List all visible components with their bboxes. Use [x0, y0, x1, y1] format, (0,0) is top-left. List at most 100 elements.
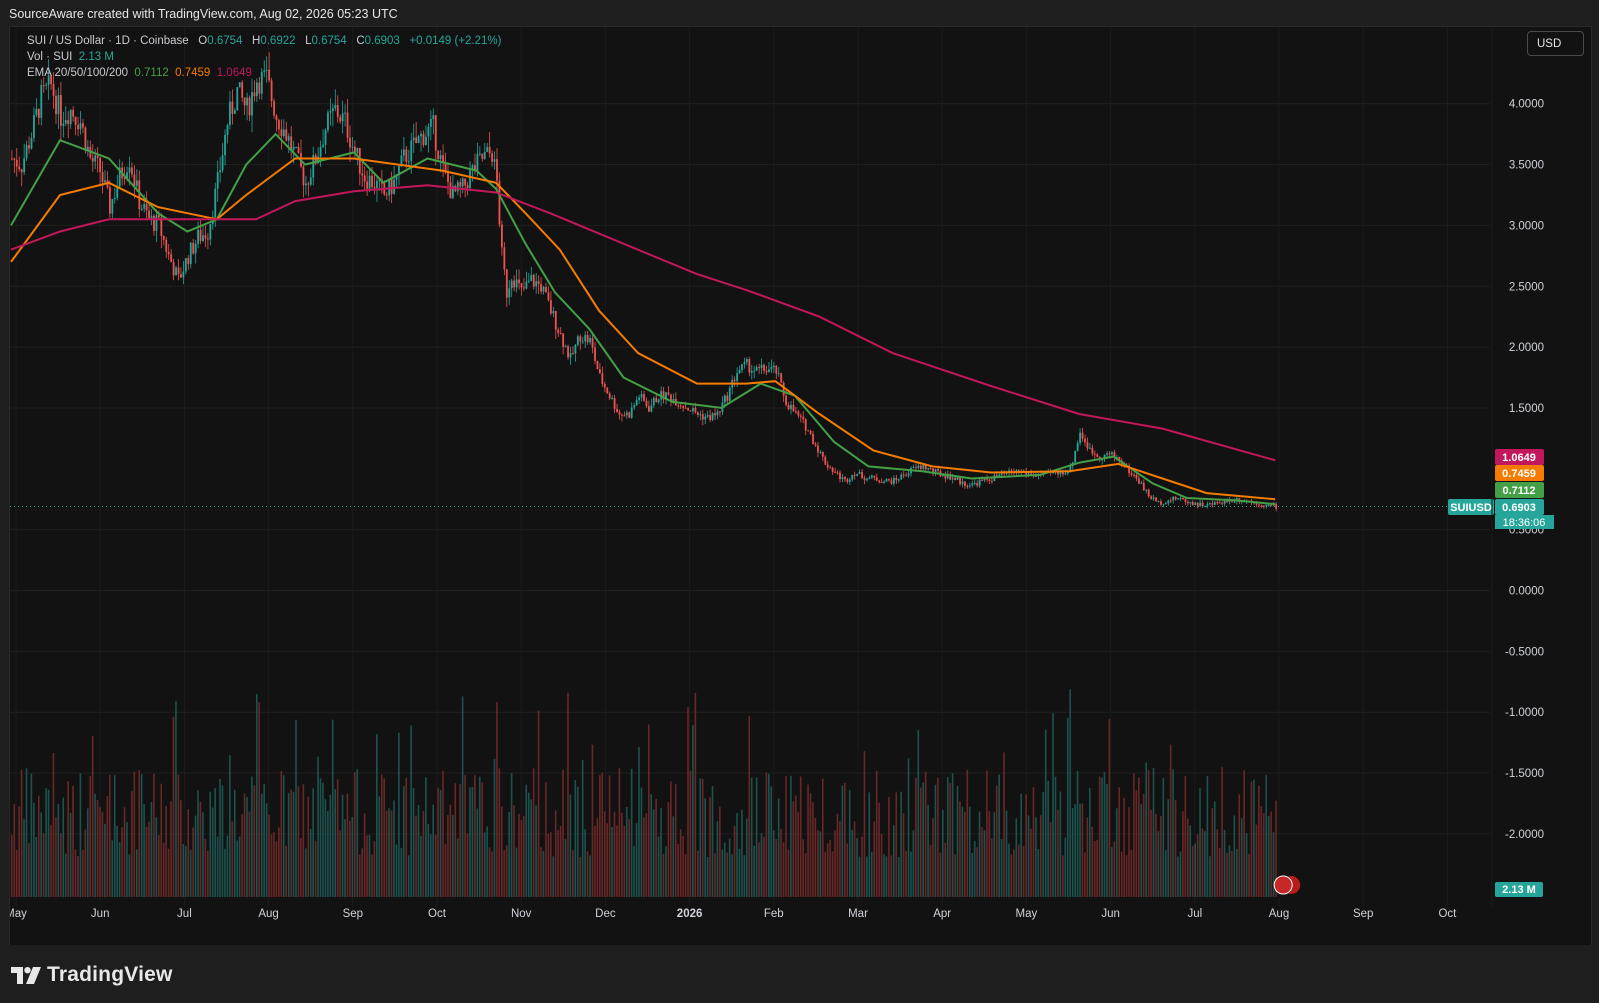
candle [841, 477, 844, 480]
footer: TradingView [0, 945, 1599, 1003]
volume-bar [743, 855, 746, 897]
volume-bar [13, 803, 16, 897]
candle [902, 474, 905, 476]
volume-bar [1054, 776, 1057, 897]
legend-symbol[interactable]: SUI / US Dollar · 1D · Coinbase [27, 35, 189, 47]
x-tick-label: Jul [177, 908, 192, 920]
volume-bar [1111, 847, 1113, 897]
us-flag-icon[interactable] [1273, 875, 1293, 895]
volume-bar [363, 813, 366, 897]
volume-bar [949, 782, 951, 897]
volume-bar [77, 856, 79, 897]
candle [339, 116, 342, 122]
candle [652, 397, 655, 406]
candle [709, 415, 712, 420]
candle [564, 346, 567, 348]
volume-bar [650, 794, 653, 897]
candle [630, 407, 633, 418]
candle [968, 485, 971, 487]
volume-bar [1113, 841, 1116, 897]
volume-bar [1164, 850, 1167, 897]
legend-ema20: 0.7112 [134, 67, 169, 79]
candle [91, 157, 94, 162]
volume-bar [319, 778, 322, 897]
candle [567, 346, 569, 358]
volume-bar [723, 842, 726, 897]
candle [758, 367, 761, 369]
candle [72, 109, 75, 117]
price-label-box [1495, 482, 1544, 498]
volume-bar [1167, 799, 1169, 897]
candle [1057, 471, 1059, 475]
volume-bar [932, 818, 934, 897]
candle [655, 397, 658, 403]
volume-bar [591, 744, 594, 897]
currency-button[interactable]: USD [1527, 31, 1584, 56]
legend-h-label: H [252, 35, 261, 47]
candle [1152, 497, 1155, 499]
volume-bar [334, 789, 336, 897]
volume-bar [1013, 849, 1015, 897]
volume-bar [216, 836, 219, 897]
volume-bar [356, 769, 359, 897]
volume-bar [104, 823, 106, 897]
candle [99, 157, 101, 173]
volume-bar [851, 829, 853, 897]
volume-bar [116, 826, 118, 897]
volume-bar [1101, 777, 1103, 897]
volume-bar [606, 823, 608, 897]
volume-bar [376, 733, 378, 897]
volume-bar [1069, 689, 1071, 897]
candle [1162, 503, 1165, 505]
candle [870, 475, 873, 478]
candle [844, 477, 846, 480]
volume-bar [542, 851, 545, 897]
volume-bar [113, 775, 116, 897]
volume-bar [407, 855, 410, 897]
candle [312, 154, 315, 178]
volume-bar [187, 809, 189, 897]
candle [478, 153, 481, 155]
volume-bar [182, 844, 185, 897]
volume-bar [679, 829, 682, 897]
volume-bar [476, 808, 479, 897]
candle [309, 177, 312, 185]
volume-bar [101, 811, 104, 897]
candle [253, 92, 256, 97]
tradingview-logo[interactable]: TradingView [11, 963, 173, 987]
volume-bar [1062, 855, 1064, 897]
volume-bar [505, 845, 508, 897]
volume-bar [586, 851, 589, 897]
volume-bar [189, 849, 192, 897]
volume-bar [1022, 845, 1025, 897]
candle [723, 395, 726, 403]
volume-bar [184, 846, 187, 897]
candle [606, 387, 609, 394]
volume-bar [1182, 811, 1184, 897]
legend-ema-label[interactable]: EMA 20/50/100/200 [27, 67, 129, 79]
candle [905, 475, 908, 477]
volume-bar [618, 768, 621, 897]
volume-bar [973, 840, 976, 897]
volume-bar [625, 806, 628, 897]
volume-bar [371, 854, 373, 897]
price-chart[interactable]: 4.00003.50003.00002.50002.00001.50000.50… [10, 27, 1591, 945]
candle [1275, 504, 1277, 509]
volume-bar [317, 756, 319, 897]
volume-bar [621, 812, 623, 897]
chart-frame[interactable]: 4.0000 3.5000 3.0000 2.5000 2.0000 1.5000 0.50… [9, 26, 1592, 946]
volume-bar [760, 833, 763, 897]
volume-bar [273, 832, 275, 897]
candle [510, 280, 513, 289]
candle [33, 114, 35, 138]
volume-bar [1030, 828, 1032, 897]
volume-bar [67, 781, 69, 897]
candle [672, 398, 675, 402]
legend-change: +0.0149 (+2.21%) [409, 35, 502, 47]
volume-bar [351, 816, 354, 897]
candle [716, 411, 719, 416]
candle [216, 172, 219, 189]
volume-bar [983, 830, 986, 897]
legend-vol-label[interactable]: Vol · SUI [27, 51, 73, 63]
candle [243, 97, 246, 106]
